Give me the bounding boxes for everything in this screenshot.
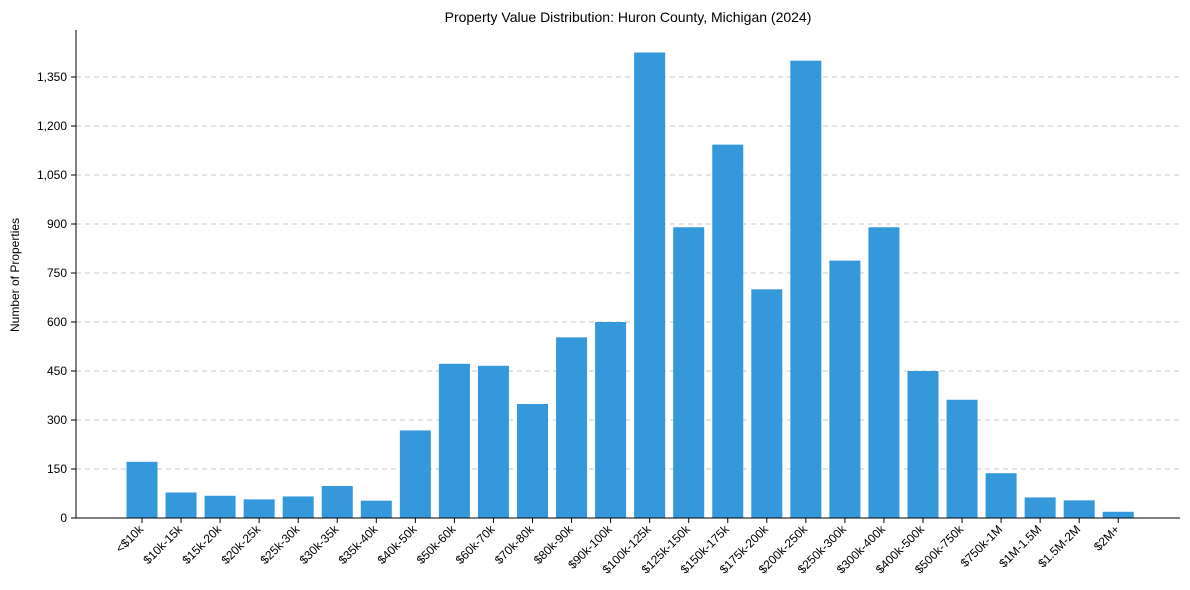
x-tick-label: $15k-20k: [179, 522, 225, 568]
y-tick-label: 600: [47, 315, 67, 329]
bar: [399, 430, 431, 518]
bar: [790, 60, 822, 519]
bar: [1024, 497, 1056, 518]
y-tick-label: 750: [47, 266, 67, 280]
x-ticks: <$10k$10k-15k$15k-20k$20k-25k$25k-30k$30…: [113, 518, 1122, 576]
x-tick-label: $70k-80k: [492, 522, 538, 568]
y-tick-label: 450: [47, 364, 67, 378]
bar: [1102, 511, 1134, 518]
bar: [243, 499, 275, 518]
y-tick-label: 1,050: [37, 168, 67, 182]
x-tick-label: $10k-15k: [140, 522, 186, 568]
bar: [321, 485, 353, 518]
bar: [946, 399, 978, 518]
bar: [673, 227, 705, 518]
x-tick-label: $40k-50k: [375, 522, 421, 568]
y-tick-label: 900: [47, 217, 67, 231]
bar: [1063, 500, 1095, 518]
x-tick-label: $35k-40k: [336, 522, 382, 568]
bar: [360, 500, 392, 518]
bar: [907, 371, 939, 518]
y-tick-label: 0: [60, 511, 67, 525]
gridlines: [76, 76, 1180, 470]
x-tick-label: $20k-25k: [218, 522, 264, 568]
bar: [204, 495, 236, 518]
axes: [75, 30, 1180, 519]
bar: [985, 473, 1017, 518]
x-tick-label: <$10k: [113, 522, 147, 556]
bar: [829, 260, 861, 518]
bar: [868, 227, 900, 518]
bar: [634, 52, 666, 518]
x-tick-label: $30k-35k: [297, 522, 343, 568]
x-tick-label: $25k-30k: [258, 522, 304, 568]
bars: [126, 52, 1134, 519]
bar: [517, 403, 548, 518]
bar: [438, 363, 470, 518]
x-tick-label: $2M+: [1091, 522, 1122, 553]
bar: [595, 322, 627, 518]
bar: [126, 461, 158, 518]
y-tick-label: 300: [47, 413, 67, 427]
bar: [556, 337, 588, 518]
x-tick-label: $1.5M-2M: [1035, 522, 1083, 570]
bar: [165, 492, 197, 518]
chart-title: Property Value Distribution: Huron Count…: [445, 9, 812, 25]
y-tick-label: 1,350: [37, 70, 67, 84]
y-tick-label: 150: [47, 462, 67, 476]
x-tick-label: $50k-60k: [414, 522, 460, 568]
bar: [712, 144, 744, 518]
y-axis-label: Number of Properties: [8, 218, 22, 332]
bar: [477, 365, 509, 518]
y-ticks: 0 150 300 450 600 750 900 1,050 1,200 1,350: [37, 70, 76, 525]
y-tick-label: 1,200: [37, 119, 67, 133]
x-tick-label: $60k-70k: [453, 522, 499, 568]
bar: [751, 289, 783, 518]
bar: [282, 496, 314, 518]
